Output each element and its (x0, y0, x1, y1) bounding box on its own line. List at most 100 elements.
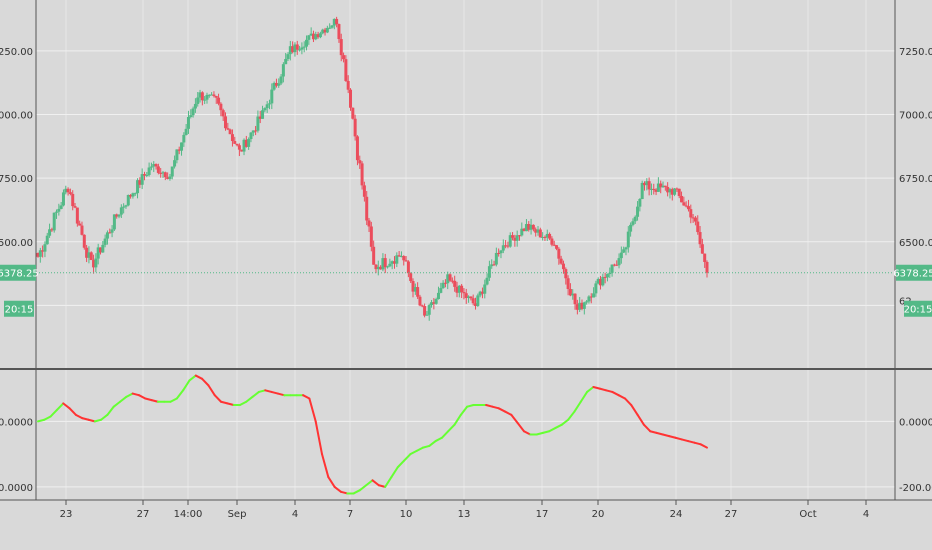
oscillator-segment (687, 440, 696, 444)
candle-body (256, 116, 260, 131)
candle-body (492, 264, 496, 266)
time-axis-tick-label: 13 (458, 509, 471, 520)
candle-body (494, 252, 498, 265)
oscillator-segment (428, 440, 437, 447)
candle-body (168, 176, 172, 179)
candle-body (443, 282, 447, 284)
candle-body (381, 258, 385, 270)
candle-body (136, 180, 140, 194)
candle-body (642, 182, 646, 186)
candle-body (501, 245, 505, 251)
candle-body (358, 160, 362, 164)
oscillator-segment (365, 479, 374, 487)
candle-body (388, 263, 392, 267)
oscillator-segment (510, 413, 519, 425)
candle-body (425, 314, 429, 316)
oscillator-segment (264, 389, 273, 393)
candle-body (316, 34, 320, 38)
oscillator-segment (409, 449, 418, 456)
oscillator-segment (55, 402, 65, 411)
candle-body (585, 301, 589, 303)
oscillator-segment (491, 405, 500, 410)
oscillator-segment (617, 394, 626, 400)
oscillator-segment (131, 392, 140, 397)
candle-body (55, 211, 59, 213)
candle-body (342, 55, 346, 60)
left-price-tick-label: 6750.00 (0, 174, 33, 185)
oscillator-segment (636, 413, 645, 426)
candle-body (427, 305, 431, 315)
candle-body (617, 258, 621, 266)
candle-body (249, 132, 253, 140)
right-oscillator-tick-label: -200.0000 (899, 483, 932, 494)
candle-body (589, 296, 593, 298)
candle-body (152, 164, 156, 167)
oscillator-segment (434, 436, 443, 443)
candle-body (184, 128, 188, 135)
candle-body (545, 233, 549, 238)
candle-body (66, 188, 70, 193)
candle-body (156, 166, 160, 173)
oscillator-segment (302, 394, 311, 400)
candle-body (490, 264, 494, 267)
candle-body (543, 236, 547, 238)
oscillator-segment (522, 430, 532, 436)
oscillator-segment (213, 394, 223, 403)
candle-body (138, 180, 142, 185)
left-countdown-label: 20:15 (5, 305, 34, 316)
candle-body (527, 224, 531, 230)
left-countdown-badge: 20:15 (4, 300, 34, 317)
candle-body (339, 39, 343, 56)
candle-body (75, 207, 79, 224)
candle-body (531, 224, 535, 230)
candle-body (291, 46, 295, 53)
candle-body (647, 181, 651, 190)
candle-body (272, 82, 276, 90)
oscillator-segment (49, 408, 58, 418)
candle-body (656, 183, 660, 192)
candle-body (212, 94, 216, 96)
oscillator-segment (270, 390, 279, 395)
candle-body (305, 39, 309, 47)
candle-body (145, 174, 149, 176)
candle-body (696, 221, 700, 233)
candle-body (101, 244, 105, 253)
candle-body (649, 188, 653, 190)
candle-body (293, 44, 297, 53)
oscillator-segment (415, 446, 424, 452)
candle-body (119, 207, 123, 215)
candle-body (230, 134, 234, 142)
candle-body (636, 206, 640, 217)
candle-body (240, 149, 244, 152)
candle-body (624, 247, 628, 250)
candle-body (193, 103, 197, 109)
candle-body (564, 269, 568, 279)
candle-body (224, 116, 228, 129)
candle-body (166, 177, 170, 179)
candlestick-series (36, 16, 709, 321)
candle-body (471, 298, 475, 304)
candle-body (298, 49, 302, 51)
candle-body (474, 303, 478, 306)
left-last-price-badge: 6378.25 (0, 264, 39, 281)
candle-body (214, 95, 218, 98)
candle-body (108, 232, 112, 234)
time-axis-tick-label: 14:00 (174, 509, 203, 520)
candle-body (587, 296, 591, 302)
oscillator-segment (112, 400, 122, 408)
candle-body (38, 250, 42, 257)
candle-body (404, 260, 408, 262)
oscillator-segment (93, 418, 103, 423)
left-price-tick-label: 6500.00 (0, 238, 33, 249)
candle-body (117, 214, 121, 217)
candle-body (582, 302, 586, 309)
oscillator-segment (440, 430, 450, 439)
oscillator-segment (655, 431, 664, 436)
candle-body (469, 296, 473, 299)
candle-body (279, 76, 283, 84)
candle-body (379, 266, 383, 270)
candle-body (453, 280, 457, 287)
oscillator-segment (333, 485, 342, 493)
